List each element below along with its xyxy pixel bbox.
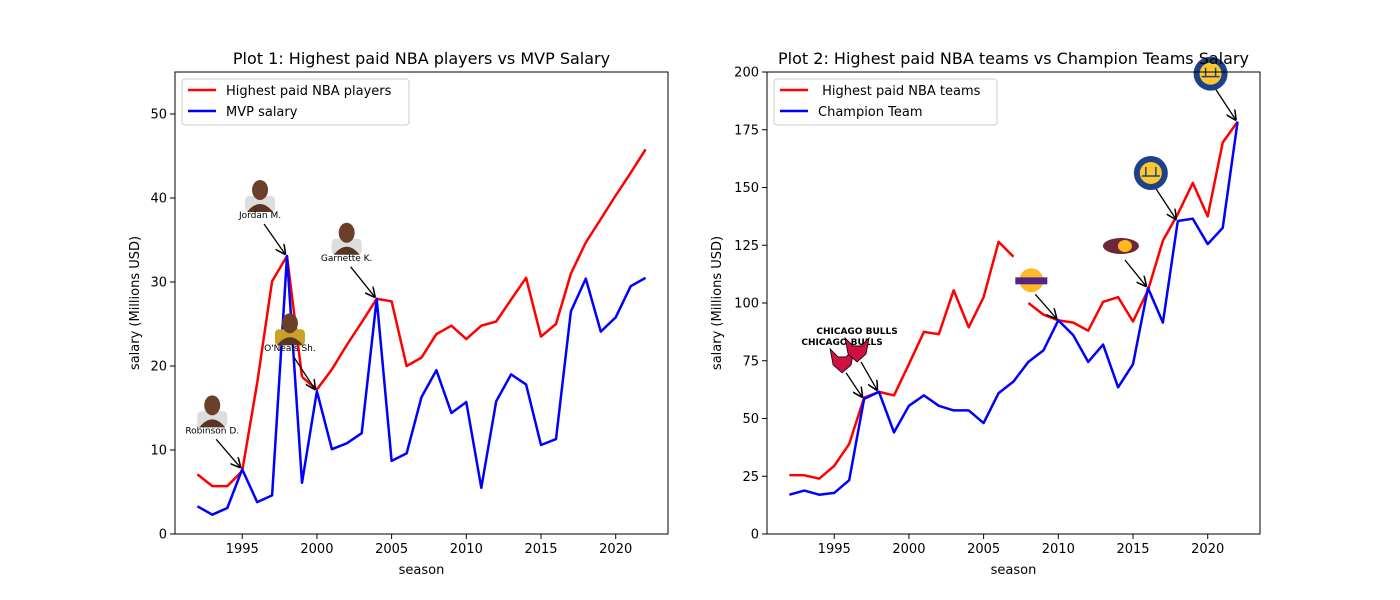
y-tick-label: 10 xyxy=(150,444,167,459)
x-tick-label: 2005 xyxy=(967,542,1000,557)
series-line-blue xyxy=(789,121,1239,496)
warriors-logo-icon xyxy=(1133,155,1168,190)
chart-2-ylabel: salary (Millions USD) xyxy=(710,236,725,370)
chart-2-legend-box xyxy=(773,78,998,126)
annotation-label: Robinson D. xyxy=(185,426,239,436)
chart-plot-1: 1995 2000 2005 2010 2015 2020 0 10 20 30 40 50 Robi… xyxy=(128,49,669,578)
annotation-arrow xyxy=(1154,186,1176,219)
annotation-arrow xyxy=(845,372,862,397)
x-tick-label: 2000 xyxy=(892,542,925,557)
chart-2-axes: 1995 2000 2005 2010 2015 2020 0 25 50 75 100 125 150… xyxy=(734,66,1224,558)
annotation xyxy=(1133,155,1176,219)
y-tick-label: 150 xyxy=(734,181,759,196)
annotation-arrow xyxy=(1034,293,1056,318)
annotation-arrow xyxy=(1214,87,1236,120)
annotation xyxy=(1193,56,1236,120)
chart-2-title: Plot 2: Highest paid NBA teams vs Champi… xyxy=(778,49,1249,68)
annotation: Garnette K. xyxy=(321,222,375,297)
y-tick-label: 50 xyxy=(742,412,759,427)
y-tick-label: 200 xyxy=(734,66,759,81)
x-tick-label: 1995 xyxy=(818,542,851,557)
chart-1-legend: Highest paid NBA players MVP salary xyxy=(181,78,410,126)
chart-2-series xyxy=(789,120,1239,496)
chart-1-title: Plot 1: Highest paid NBA players vs MVP … xyxy=(233,49,610,68)
annotation: CHICAGO BULLS xyxy=(816,327,898,390)
annotation-arrow xyxy=(860,361,877,390)
y-tick-label: 20 xyxy=(150,360,167,375)
annotation-arrow xyxy=(1124,259,1146,286)
x-tick-label: 1995 xyxy=(226,542,259,557)
annotation-arrow xyxy=(263,223,285,254)
annotation-label: Garnette K. xyxy=(321,254,373,264)
legend-label-players: Highest paid NBA players xyxy=(226,84,392,99)
player-photo-icon xyxy=(331,222,362,255)
y-tick-label: 40 xyxy=(150,192,167,207)
annotation xyxy=(1102,237,1146,286)
chart-1-axes: 1995 2000 2005 2010 2015 2020 0 10 20 30 40 50 xyxy=(150,108,632,558)
chart-plot-2: 1995 2000 2005 2010 2015 2020 0 25 50 75 100 125 150… xyxy=(710,49,1261,578)
x-tick-label: 2005 xyxy=(375,542,408,557)
annotation: O'Neals Sh. xyxy=(264,313,316,389)
annotation-label: CHICAGO BULLS xyxy=(801,338,882,348)
x-tick-label: 2020 xyxy=(599,542,632,557)
cavaliers-logo-icon xyxy=(1102,237,1139,254)
x-tick-label: 2015 xyxy=(524,542,557,557)
annotation-arrow xyxy=(215,438,240,467)
y-tick-label: 125 xyxy=(734,239,759,254)
series-line-red xyxy=(1027,120,1239,332)
legend-label-champion: Champion Team xyxy=(818,105,923,120)
annotation-label: O'Neals Sh. xyxy=(264,344,316,354)
annotation-label: CHICAGO BULLS xyxy=(816,327,897,337)
annotation-arrow xyxy=(293,356,315,389)
chart-1-annotations: Robinson D. Jordan M. O'Neals Sh. Garnette … xyxy=(185,179,375,467)
annotation: Jordan M. xyxy=(238,179,285,254)
chart-1-frame xyxy=(174,71,669,535)
x-tick-label: 2015 xyxy=(1116,542,1149,557)
y-tick-label: 50 xyxy=(150,108,167,123)
warriors-logo-icon xyxy=(1193,56,1228,91)
y-tick-label: 175 xyxy=(734,123,759,138)
chart-1-xlabel: season xyxy=(399,563,445,578)
annotation xyxy=(1015,268,1056,318)
x-tick-label: 2000 xyxy=(300,542,333,557)
chart-2-frame xyxy=(766,71,1261,535)
x-tick-label: 2020 xyxy=(1191,542,1224,557)
y-tick-label: 100 xyxy=(734,297,759,312)
y-tick-label: 0 xyxy=(751,528,759,543)
legend-label-teams: Highest paid NBA teams xyxy=(818,84,981,99)
annotation: Robinson D. xyxy=(185,395,240,467)
annotation-arrow xyxy=(350,266,375,297)
y-tick-label: 30 xyxy=(150,276,167,291)
y-tick-label: 25 xyxy=(742,470,759,485)
x-tick-label: 2010 xyxy=(1042,542,1075,557)
player-photo-icon xyxy=(245,179,276,212)
chart-2-legend: Highest paid NBA teams Champion Team xyxy=(773,78,998,126)
x-tick-label: 2010 xyxy=(450,542,483,557)
chart-1-legend-box xyxy=(181,78,410,126)
y-tick-label: 0 xyxy=(159,528,167,543)
series-line-red xyxy=(196,254,304,488)
chart-2-xlabel: season xyxy=(991,563,1037,578)
chicago-bulls-logo-icon xyxy=(844,336,870,363)
lakers-logo-icon xyxy=(1015,268,1048,293)
annotation-label: Jordan M. xyxy=(238,211,281,221)
series-line-blue xyxy=(196,254,647,516)
series-line-red xyxy=(789,240,1015,480)
player-photo-icon xyxy=(274,313,305,346)
y-tick-label: 75 xyxy=(742,354,759,369)
chart-1-ylabel: salary (Millions USD) xyxy=(128,236,143,370)
player-photo-icon xyxy=(197,395,228,428)
chart-1-series xyxy=(196,148,647,516)
legend-label-mvp: MVP salary xyxy=(226,105,298,120)
series-line-red xyxy=(301,148,647,391)
